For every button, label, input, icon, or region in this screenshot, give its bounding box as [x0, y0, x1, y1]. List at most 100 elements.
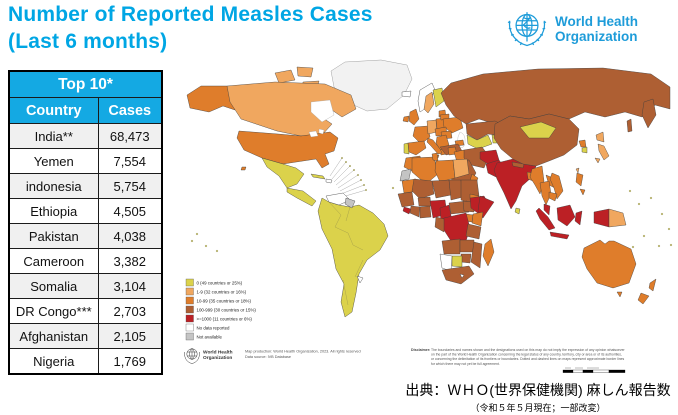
who-footer-line1: World Health	[203, 350, 233, 356]
legend-label-0: 0 (49 countries or 25%)	[197, 281, 243, 286]
table-title: Top 10*	[8, 70, 163, 98]
who-logo: World Health Organization	[504, 7, 638, 53]
country-iceland	[401, 90, 412, 98]
country-cell: Nigeria	[8, 348, 99, 375]
country-cell: India**	[8, 123, 99, 149]
countries	[186, 59, 673, 318]
country-tanzania	[465, 223, 482, 240]
western-sahara	[399, 168, 412, 182]
country-sweden	[423, 91, 435, 114]
world-map: 0 (49 countries or 25%) 1-9 (32 countrie…	[184, 59, 673, 373]
country-zimbabwe	[460, 253, 472, 264]
great-lakes	[308, 128, 325, 138]
legend-label-2: 10-99 (35 countries or 18%)	[197, 299, 252, 304]
country-cuba	[310, 173, 326, 180]
country-namibia	[439, 253, 453, 272]
tasmania	[616, 291, 623, 298]
cases-cell: 5,754	[97, 173, 163, 199]
country-zambia	[459, 239, 475, 253]
gabon-congo	[434, 216, 445, 233]
country-usa	[236, 130, 339, 169]
map-production-line1: Map production: World Health Organizatio…	[245, 350, 361, 354]
source-citation: 出典：ＷＨＯ(世界保健機関) 麻しん報告数 （令和５年５月現在；一部改変）	[398, 380, 678, 414]
country-new-zealand	[637, 278, 657, 305]
country-south-korea	[581, 146, 588, 154]
top10-table: Top 10* Country Cases India** 68,473 Yeme…	[8, 70, 163, 375]
country-cell: Pakistan	[8, 223, 99, 249]
country-cell: Yemen	[8, 148, 99, 174]
who-logo-line1: World Health	[555, 14, 639, 30]
country-cell: Ethiopia	[8, 198, 99, 224]
legend-label-1: 1-9 (32 countries or 16%)	[197, 290, 247, 295]
legend-label-6: Not available	[197, 335, 223, 340]
cases-cell: 68,473	[97, 123, 163, 149]
country-mexico	[261, 157, 305, 189]
disclaimer-line-2: or concerning the delimitation of its fr…	[431, 357, 624, 361]
country-madagascar	[482, 238, 495, 267]
country-finland	[432, 87, 445, 108]
country-south-africa	[441, 265, 475, 285]
legend-swatch-1	[185, 287, 194, 296]
cases-cell: 2,703	[97, 298, 163, 324]
country-uk	[408, 108, 420, 126]
hawaii	[240, 166, 247, 171]
table-row: Yemen 7,554	[8, 148, 163, 174]
table-row: Nigeria 1,769	[8, 348, 163, 375]
country-nepal	[511, 161, 525, 169]
central-america	[286, 187, 317, 207]
page-title: Number of Reported Measles Cases (Last 6…	[8, 2, 373, 56]
country-sri-lanka	[514, 207, 521, 215]
country-australia	[581, 239, 637, 289]
country-cambodia	[548, 191, 558, 202]
country-papua-new-guinea	[608, 208, 627, 228]
legend-swatch-5	[185, 323, 194, 332]
country-philippines	[575, 172, 586, 196]
country-china	[493, 113, 580, 167]
source-line1: 出典：ＷＨＯ(世界保健機関) 麻しん報告数	[405, 382, 671, 398]
country-cell: Somalia	[8, 273, 99, 299]
col-header-cases: Cases	[97, 97, 163, 124]
caribbean-island-leaders	[329, 157, 367, 198]
table-row: Afghanistan 2,105	[8, 323, 163, 349]
country-mali	[411, 178, 435, 200]
sa-internal-borders	[328, 201, 364, 306]
country-libya	[434, 159, 456, 183]
who-footer-emblem-icon	[184, 348, 200, 364]
disclaimer-line-1: on the part of the World Health Organiza…	[431, 353, 622, 357]
legend-label-4: >=1000 (11 countries or 6%)	[197, 317, 253, 322]
country-uruguay	[356, 275, 364, 284]
country-niger	[431, 179, 452, 199]
page-title-line2: (Last 6 months)	[8, 29, 168, 53]
source-line2: （令和５年５月現在；一部改変）	[470, 403, 606, 413]
indonesia-java	[549, 231, 570, 240]
country-france	[412, 125, 431, 145]
country-hispaniola	[325, 178, 333, 184]
legend-swatch-0	[185, 278, 194, 287]
country-portugal	[403, 142, 410, 155]
legend-swatch-2	[185, 296, 194, 305]
who-footer-line2: Organization	[203, 355, 232, 361]
col-header-country: Country	[8, 97, 99, 124]
ghana-togo-benin	[419, 205, 432, 219]
kamchatka	[641, 98, 657, 129]
country-cell: indonesia	[8, 173, 99, 199]
hudson-bay	[310, 99, 335, 123]
table-row: DR Congo*** 2,703	[8, 298, 163, 324]
legend-swatch-3	[185, 305, 194, 314]
country-cell: Afghanistan	[8, 323, 99, 349]
table-row: Cameroon 3,382	[8, 248, 163, 274]
country-malaysia	[543, 203, 551, 216]
country-angola	[441, 238, 461, 255]
pacific-islands	[190, 186, 673, 253]
who-logo-line2: Organization	[555, 29, 638, 44]
cases-cell: 3,382	[97, 248, 163, 274]
country-mongolia	[519, 121, 557, 139]
south-america	[317, 197, 389, 318]
page-title-line1: Number of Reported Measles Cases	[8, 3, 373, 26]
legend-label-3: 100-999 (30 countries or 15%)	[197, 308, 257, 313]
table-row: India** 68,473	[8, 123, 163, 149]
map-production-line2: Data source: IVB Database	[245, 355, 291, 359]
table-row: Pakistan 4,038	[8, 223, 163, 249]
legend-label-5: No data reported	[197, 326, 231, 331]
